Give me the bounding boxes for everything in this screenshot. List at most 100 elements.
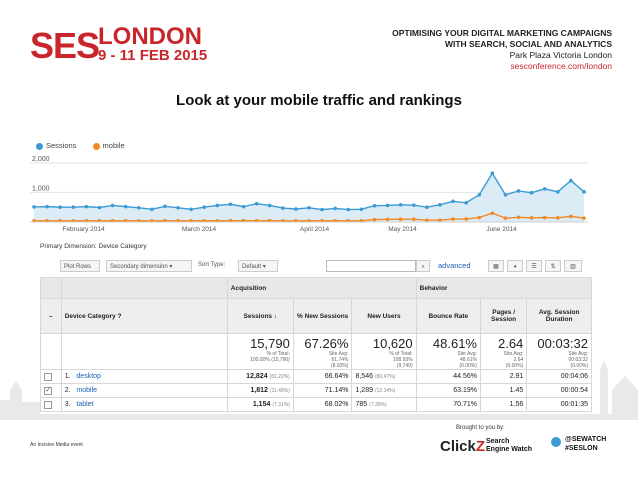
col-device-category[interactable]: Device Category ? [60,298,228,334]
row-checkbox[interactable] [40,397,62,412]
header-cell-blank2 [60,277,228,299]
total-duration-sub2: 00:03:32 [568,357,588,363]
table-row: 1. desktop 12,824 (81.22%) 66.64% 8,546 … [40,369,592,384]
row-num: 1. [64,373,71,380]
total-new-sessions-sub1: Site Avg: [328,351,349,357]
total-pages: 2.64 Site Avg: 2.64 (0.00%) [479,333,528,370]
total-pages-sub3: (0.00%) [505,363,524,369]
data-point-sessions [45,204,49,209]
data-view-icon[interactable]: ▦ [488,260,504,272]
data-point-mobile [464,217,468,221]
row-sessions-value: 1,812 [250,387,268,394]
row-checkbox[interactable]: ✓ [40,383,62,398]
col-new-users[interactable]: New Users [351,298,417,334]
data-point-mobile [542,215,547,220]
row-num: 3. [64,401,71,408]
clickz-logo-text: Click [440,438,476,455]
sort-type-value: Default [242,264,262,270]
tagline-line1: OPTIMISING YOUR DIGITAL MARKETING CAMPAI… [392,28,612,38]
total-new-users-sub3: (9,749) [396,363,413,369]
data-point-sessions [490,171,495,176]
pie-view-icon[interactable]: ◕ [507,260,523,272]
x-tick-label: February 2014 [62,226,105,233]
secondary-dimension-label: Secondary dimension [110,264,168,270]
data-point-sessions [32,205,36,209]
data-point-mobile [582,216,586,220]
total-new-sessions: 67.26% Site Avg: 61.74% (8.93%) [292,333,353,370]
total-bounce: 48.61% Site Avg: 48.61% (0.00%) [415,333,481,370]
data-point-sessions [202,205,207,210]
row-bounce: 70.71% [415,397,481,412]
col-bounce-rate[interactable]: Bounce Rate [415,298,481,334]
primary-dimension-value[interactable]: Device Category [98,243,147,250]
data-point-sessions [123,204,128,209]
row-sessions: 1,154 (7.31%) [226,397,294,412]
data-point-sessions [542,187,547,191]
chevron-down-icon: ▾ [169,264,173,270]
table-toolbar: Plot Rows Secondary dimension ▾ Sort Typ… [60,259,590,275]
search-icon[interactable]: ⌕ [416,260,430,272]
row-pages: 1.56 [479,397,528,412]
row-device-label: tablet [76,401,94,408]
data-point-sessions [281,206,285,210]
row-new-users-pct: (80.47%) [374,374,396,380]
sort-type-dropdown[interactable]: Default ▾ [238,260,278,272]
col-avg-duration[interactable]: Avg. Session Duration [526,298,592,334]
comparison-view-icon[interactable]: ⇅ [545,260,561,272]
total-duration-sub3: (0.00%) [570,363,588,369]
col-sessions[interactable]: Sessions ↓ [226,298,294,334]
data-point-mobile [385,217,390,222]
sessions-line-chart: 2,000 1,000 February 2014 March 2014 April 2… [30,156,588,233]
advanced-link[interactable]: advanced [438,261,471,270]
data-point-sessions [385,203,390,208]
london-logo: LONDON [98,23,202,50]
data-point-sessions [333,206,337,211]
data-point-mobile [556,216,560,220]
col-pages-session[interactable]: Pages / Session [479,298,528,334]
data-point-sessions [477,193,482,197]
col-sessions-label: Sessions [243,312,273,320]
group-acquisition: Acquisition [226,277,417,299]
pivot-view-icon[interactable]: ▥ [564,260,582,272]
row-new-users-value: 1,289 [355,387,373,394]
total-new-users-value: 10,620 [372,336,413,351]
help-icon: ? [117,312,122,320]
table-search-input[interactable] [326,260,416,272]
col-new-sessions[interactable]: % New Sessions [292,298,353,334]
data-point-mobile [398,217,403,221]
data-point-sessions [136,206,141,210]
data-point-sessions [97,205,102,210]
secondary-dimension-dropdown[interactable]: Secondary dimension ▾ [106,260,192,272]
primary-dimension-label: Primary Dimension: [40,243,97,250]
twitter-hashtag[interactable]: #SESLON [565,445,598,452]
plot-rows-button[interactable]: Plot Rows [60,260,100,272]
total-sessions: 15,790% of Total: 100.00% (15,790) [226,333,294,370]
total-bounce-sub3: (0.00%) [459,363,477,369]
x-tick-label: June 2014 [486,226,517,233]
twitter-handle-1[interactable]: @SEWATCH [565,436,607,443]
y-tick-label: 2,000 [32,156,50,163]
x-tick-label: April 2014 [300,226,330,233]
ses-logo: SES [30,25,100,66]
row-new-users-pct: (12.14%) [374,388,396,394]
total-pages-sub2: 2.64 [513,357,524,363]
legend-sessions[interactable]: Sessions [36,141,76,150]
sort-type-label: Sort Type: [198,262,226,268]
data-point-mobile [411,217,416,221]
event-url[interactable]: sesconference.com/london [510,61,612,71]
row-device[interactable]: 3. tablet [60,397,228,412]
header-tagline: OPTIMISING YOUR DIGITAL MARKETING CAMPAI… [392,28,612,72]
sessions-area [34,173,584,222]
incisive-media-logo: An Incisive Media event [30,442,83,448]
row-sessions-value: 1,154 [252,401,271,408]
totals-blank2 [60,333,228,370]
checkbox-icon [44,372,52,381]
data-point-sessions [71,205,76,210]
performance-view-icon[interactable]: ☰ [526,260,542,272]
total-new-users: 10,620% of Total: 108.93% (9,749) [351,333,417,370]
total-pages-value: 2.64 [497,336,524,351]
data-point-sessions [320,207,324,212]
total-duration: 00:03:32 Site Avg: 00:03:32 (0.00%) [526,333,592,370]
data-point-sessions [176,206,180,210]
legend-mobile[interactable]: mobile [92,141,125,150]
